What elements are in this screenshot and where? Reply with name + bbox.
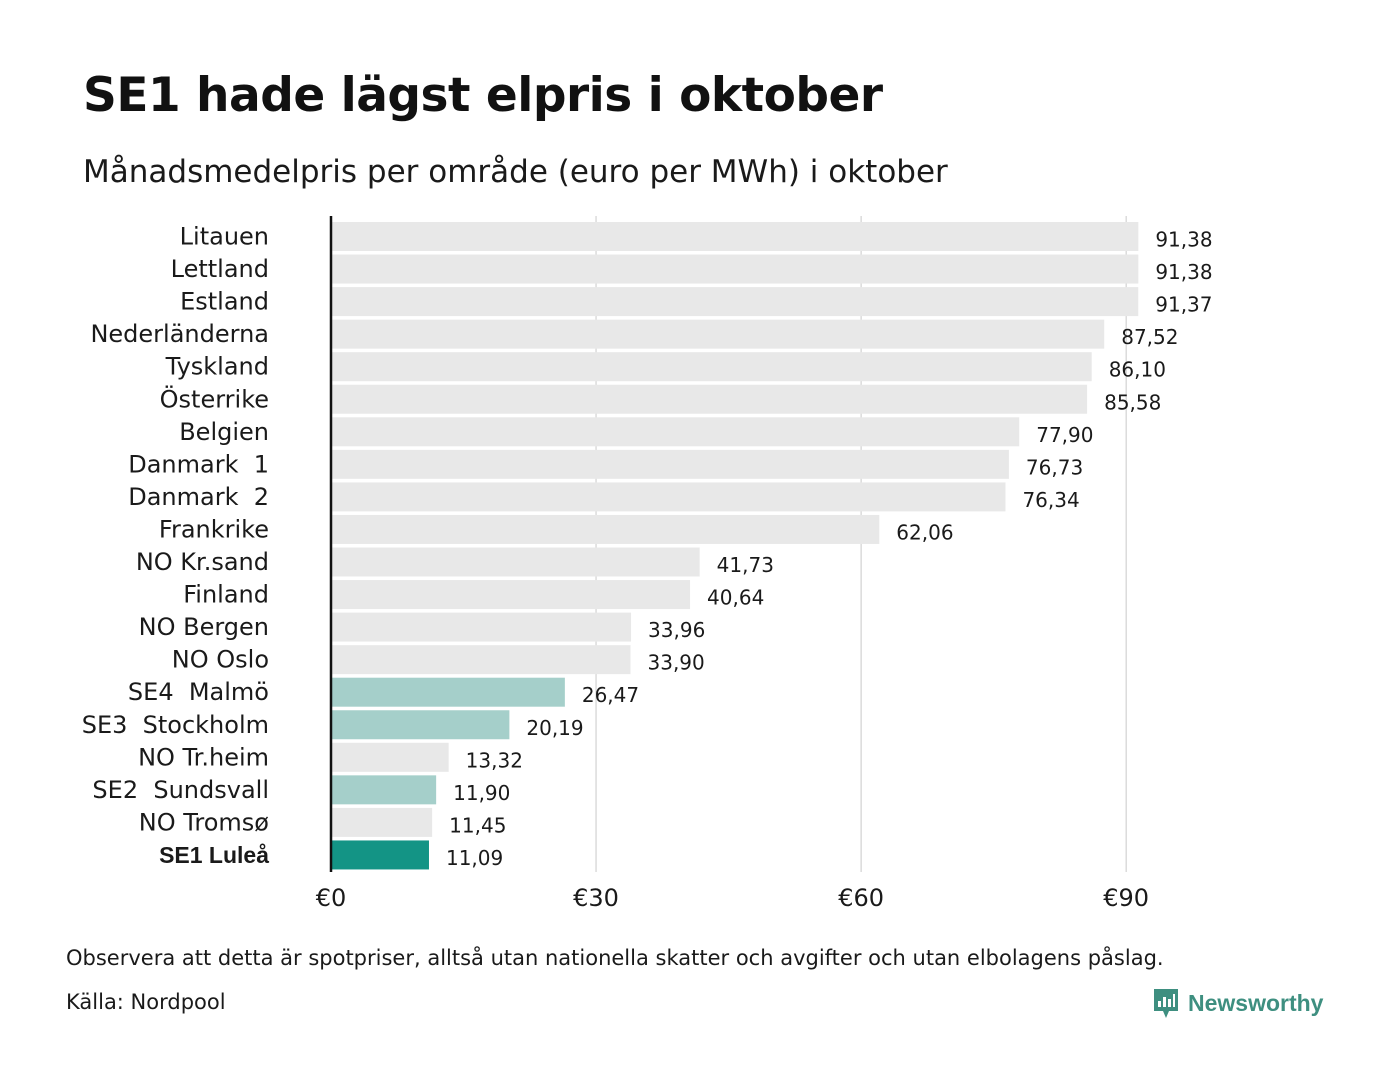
category-label: Nederländerna <box>90 320 269 348</box>
value-label: 87,52 <box>1121 325 1178 349</box>
value-label: 20,19 <box>526 716 583 740</box>
value-label: 91,37 <box>1155 293 1212 317</box>
bar <box>332 254 1139 284</box>
bars <box>332 222 1139 870</box>
category-label: Litauen <box>180 223 269 251</box>
category-label: Danmark 2 <box>128 483 269 511</box>
bar <box>332 384 1088 414</box>
category-label: NO Bergen <box>139 613 269 641</box>
value-label: 91,38 <box>1155 260 1212 284</box>
x-tick-label: €0 <box>316 884 347 912</box>
brand-logo[interactable]: Newsworthy <box>1152 986 1323 1020</box>
category-label: Finland <box>183 581 269 609</box>
x-tick-label: €90 <box>1103 884 1149 912</box>
value-label: 11,09 <box>446 846 503 870</box>
bar <box>332 287 1139 317</box>
bar <box>332 222 1139 251</box>
category-label: NO Kr.sand <box>136 548 269 576</box>
chart-title: SE1 hade lägst elpris i oktober <box>83 68 883 123</box>
value-label: 62,06 <box>896 520 953 544</box>
category-label: Frankrike <box>159 515 269 543</box>
bar <box>332 807 433 837</box>
value-label: 41,73 <box>717 553 774 577</box>
value-label: 86,10 <box>1109 358 1166 382</box>
category-label: SE2 Sundsvall <box>92 776 269 804</box>
category-label: Belgien <box>179 418 269 446</box>
chart-subtitle: Månadsmedelpris per område (euro per MWh… <box>83 154 948 190</box>
newsworthy-logo-icon <box>1154 989 1178 1018</box>
bar <box>332 612 632 642</box>
x-tick-label: €60 <box>838 884 884 912</box>
category-label: Estland <box>180 288 269 316</box>
value-label: 26,47 <box>582 683 639 707</box>
bar <box>332 319 1105 349</box>
bar <box>332 645 631 675</box>
bar <box>332 677 565 707</box>
source-note: Källa: Nordpool <box>66 990 226 1014</box>
category-labels: Litauen Lettland Estland Nederländerna Tyskl… <box>82 223 270 868</box>
value-label: 33,96 <box>648 618 705 642</box>
category-label: SE3 Stockholm <box>82 711 269 739</box>
bar <box>332 710 510 740</box>
value-label: 33,90 <box>648 651 705 675</box>
value-label: 11,45 <box>449 813 506 837</box>
value-labels: 91,38 91,38 91,37 87,52 86,10 85,58 77,90 76,73… <box>446 228 1213 870</box>
category-label: SE1 Luleå <box>159 842 269 868</box>
category-label: Österrike <box>160 384 269 413</box>
category-label: Lettland <box>171 255 269 283</box>
category-label: NO Tr.heim <box>138 743 269 771</box>
value-label: 85,58 <box>1104 390 1161 414</box>
bar <box>332 580 691 610</box>
brand-name: Newsworthy <box>1188 989 1324 1016</box>
value-label: 91,38 <box>1155 228 1212 252</box>
category-label: NO Tromsø <box>139 808 269 836</box>
bar <box>332 514 880 544</box>
value-label: 77,90 <box>1036 423 1093 447</box>
footnote: Observera att detta är spotpriser, allts… <box>66 946 1164 970</box>
bar <box>332 417 1020 447</box>
bar-chart: Litauen Lettland Estland Nederländerna Tyskl… <box>82 216 1213 912</box>
value-label: 76,34 <box>1022 488 1079 512</box>
category-label: SE4 Malmö <box>128 678 269 706</box>
category-label: NO Oslo <box>172 646 269 674</box>
bar <box>332 449 1009 479</box>
category-label: Tyskland <box>165 353 269 381</box>
bar <box>332 482 1006 512</box>
bar <box>332 775 437 805</box>
value-label: 11,90 <box>453 781 510 805</box>
bar <box>332 840 429 870</box>
bar <box>332 742 449 772</box>
value-label: 76,73 <box>1026 455 1083 479</box>
value-label: 13,32 <box>466 748 523 772</box>
x-tick-label: €30 <box>573 884 619 912</box>
bar <box>332 352 1092 382</box>
bar <box>332 547 700 577</box>
value-label: 40,64 <box>707 586 764 610</box>
category-label: Danmark 1 <box>128 450 269 478</box>
x-axis-ticks: €0 €30 €60 €90 <box>316 884 1149 912</box>
